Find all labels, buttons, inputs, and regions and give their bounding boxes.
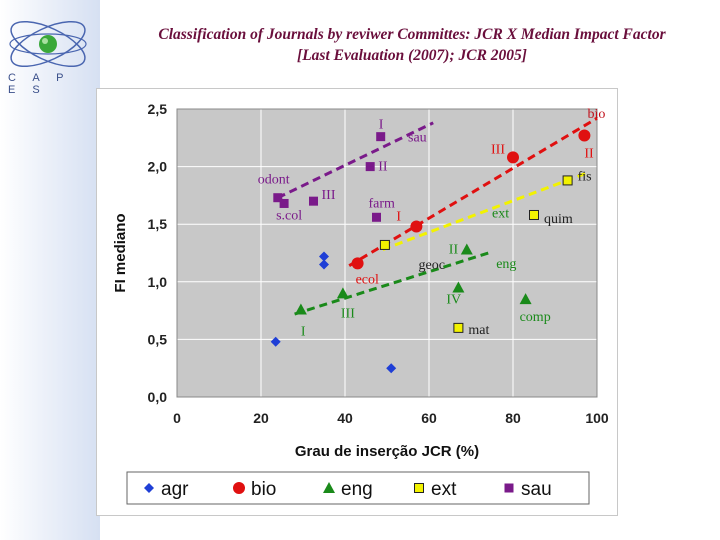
legend-marker-agr	[144, 483, 154, 493]
annotation-label: bio	[588, 107, 606, 122]
point-label: mat	[468, 323, 489, 338]
y-tick-label: 2,0	[148, 159, 168, 175]
agr-point	[270, 336, 281, 347]
eng-point	[336, 287, 349, 299]
data-points	[270, 129, 591, 374]
sau-point	[365, 162, 375, 172]
point-label: s.col	[276, 208, 302, 223]
legend-label-eng: eng	[341, 479, 373, 500]
legend-marker-sau	[504, 483, 514, 493]
trendline-eng	[294, 250, 493, 316]
point-label: IV	[446, 293, 461, 308]
plot-area	[177, 109, 597, 397]
sau-point	[376, 132, 386, 142]
point-label: I	[396, 210, 401, 225]
trendline-sau	[277, 121, 434, 200]
legend-marker-eng	[323, 482, 335, 493]
capes-logo	[9, 20, 87, 68]
eng-point	[519, 293, 532, 305]
annotation-label: geoc	[419, 258, 445, 273]
point-label: ecol	[356, 272, 379, 287]
bio-point	[578, 129, 591, 142]
point-label: fis	[578, 169, 592, 184]
point-label: farm	[369, 196, 396, 211]
x-axis-label: Grau de inserção JCR (%)	[295, 443, 479, 460]
ext-point	[529, 209, 539, 220]
annotation-label: ext	[492, 206, 509, 221]
trendline-bio	[348, 116, 598, 267]
slide-title: Classification of Journals by reviwer Co…	[108, 24, 716, 66]
legend-marker-ext	[414, 483, 424, 493]
point-label: comp	[520, 310, 551, 325]
axis-ticks: 0,0 0,5 1,0 1,5 2,0 2,5 0 20 40 60 80 100	[148, 101, 609, 426]
legend-label-agr: agr	[161, 479, 189, 500]
chart-panel: ecol I III II I III IV II comp mat quim fis odont s.c…	[96, 88, 618, 516]
x-tick-label: 20	[253, 410, 269, 426]
eng-point	[294, 303, 307, 315]
legend-label-bio: bio	[251, 479, 276, 500]
logo-text: C A P E S	[8, 72, 71, 96]
sau-point	[372, 212, 381, 222]
point-label: odont	[258, 173, 290, 188]
agr-point	[386, 363, 397, 374]
annotation-label: sau	[408, 130, 427, 145]
y-tick-label: 2,5	[148, 101, 168, 117]
bio-point	[351, 257, 364, 270]
point-label: III	[341, 306, 355, 321]
trendlines	[277, 116, 598, 316]
y-tick-label: 0,0	[148, 389, 168, 405]
x-tick-label: 100	[585, 410, 609, 426]
point-label: III	[322, 188, 336, 203]
point-label: II	[584, 146, 594, 161]
ext-point	[562, 175, 573, 186]
point-label: I	[301, 324, 306, 339]
legend-label-sau: sau	[521, 479, 552, 500]
title-line-1: Classification of Journals by reviwer Co…	[158, 26, 666, 43]
x-tick-label: 80	[505, 410, 521, 426]
sau-point	[309, 196, 318, 206]
y-tick-label: 1,5	[148, 216, 168, 232]
left-decorative-strip	[0, 0, 100, 540]
trendline-ext	[382, 170, 590, 251]
x-tick-label: 40	[337, 410, 353, 426]
y-tick-label: 0,5	[148, 331, 168, 347]
agr-point	[319, 251, 329, 262]
y-tick-label: 1,0	[148, 274, 168, 290]
bio-point	[410, 220, 423, 233]
y-axis-label: FI mediano	[112, 213, 129, 292]
agr-point	[319, 259, 329, 270]
annotation-label: eng	[496, 257, 516, 272]
legend-marker-bio	[233, 482, 245, 494]
point-label: II	[449, 243, 459, 258]
sau-point	[279, 198, 289, 208]
legend-label-ext: ext	[431, 479, 457, 500]
ext-point	[453, 322, 464, 333]
point-label: II	[378, 160, 388, 175]
gridlines	[176, 108, 598, 398]
x-tick-label: 0	[173, 410, 181, 426]
legend: agr bio eng ext sau	[144, 479, 552, 500]
title-line-2: [Last Evaluation (2007); JCR 2005]	[297, 47, 527, 64]
x-tick-label: 60	[421, 410, 437, 426]
sau-point	[273, 193, 283, 203]
point-label: quim	[544, 212, 573, 227]
point-label: III	[491, 142, 505, 157]
eng-point	[460, 243, 473, 255]
point-label: I	[379, 118, 384, 133]
plot-border	[176, 108, 598, 398]
ext-point	[379, 239, 390, 250]
eng-point	[452, 281, 465, 293]
bio-point	[507, 151, 519, 164]
